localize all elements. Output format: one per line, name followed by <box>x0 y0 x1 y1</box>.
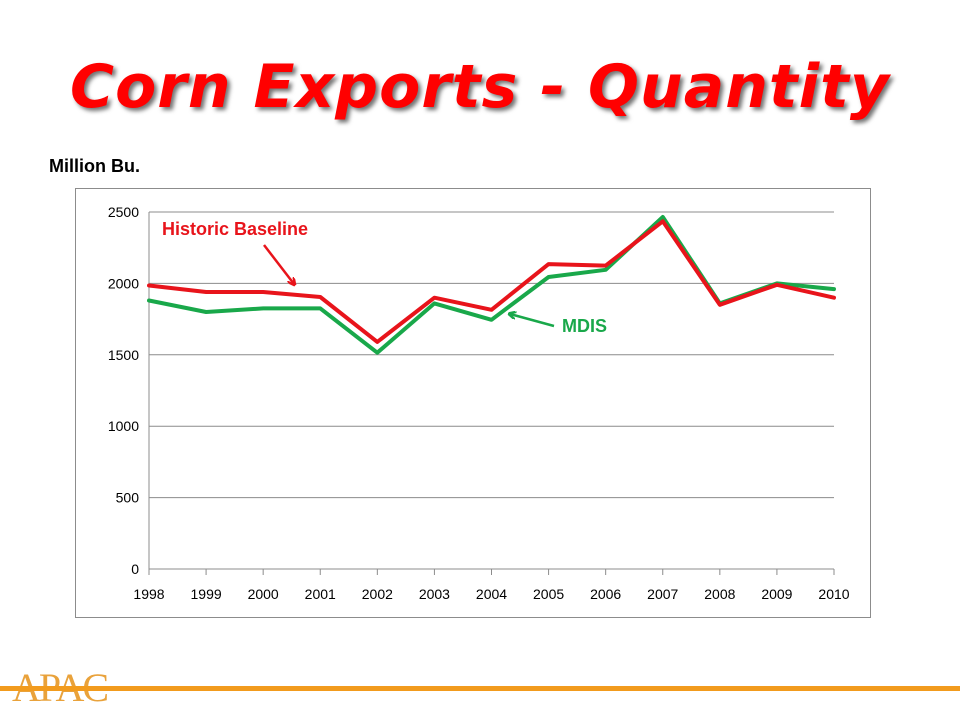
chart-container: 0 500 1000 1500 2000 2500 1998 1999 2000 2001 2002… <box>75 188 871 618</box>
y-tick-label: 500 <box>116 490 140 506</box>
x-tick-label: 2001 <box>305 586 336 602</box>
x-tick-label: 2007 <box>647 586 678 602</box>
y-tick-label: 1000 <box>108 418 139 434</box>
series-line-historic-baseline <box>147 219 836 344</box>
line-chart: 0 500 1000 1500 2000 2500 1998 1999 2000 2001 2002… <box>108 204 850 602</box>
historic-baseline-arrow <box>263 244 294 284</box>
y-tick-label: 2000 <box>108 275 139 291</box>
x-tick-label: 2008 <box>704 586 735 602</box>
y-tick-label: 2500 <box>108 204 139 220</box>
x-tick-label: 2004 <box>476 586 507 602</box>
y-tick-label: 0 <box>131 561 139 577</box>
unit-label: Million Bu. <box>49 156 140 176</box>
x-tick-label: 2000 <box>248 586 279 602</box>
y-tick-label: 1500 <box>108 347 139 363</box>
mdis-label: MDIS <box>562 316 607 336</box>
slide-title: Corn Exports - Quantity <box>70 52 890 122</box>
x-tick-label: 1999 <box>191 586 222 602</box>
x-tick-label: 2003 <box>419 586 450 602</box>
x-tick-label: 1998 <box>133 586 164 602</box>
mdis-arrow <box>510 314 555 328</box>
x-tick-label: 2006 <box>590 586 621 602</box>
x-tick-label: 2005 <box>533 586 564 602</box>
x-tick-label: 2002 <box>362 586 393 602</box>
x-tick-label: 2009 <box>761 586 792 602</box>
x-tick-label: 2010 <box>818 586 849 602</box>
historic-baseline-label: Historic Baseline <box>162 219 308 239</box>
footer-bar <box>0 686 960 691</box>
